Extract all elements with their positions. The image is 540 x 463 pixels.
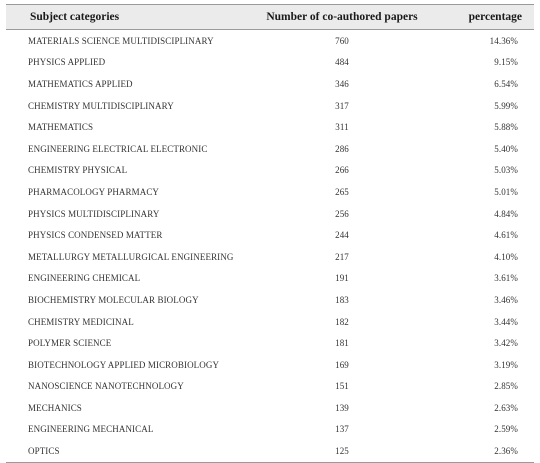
percentage-cell: 3.61% (494, 273, 518, 284)
subject-categories-table-container: Subject categories Number of co-authored… (6, 4, 534, 463)
count-cell: 139 (335, 402, 349, 413)
table-row: MATHEMATICS 311 5.88% (6, 116, 534, 138)
category-cell: MECHANICS (28, 402, 82, 413)
table-row: METALLURGY METALLURGICAL ENGINEERING 217… (6, 246, 534, 268)
subject-categories-table: Subject categories Number of co-authored… (6, 4, 534, 463)
table-row: CHEMISTRY MEDICINAL 182 3.44% (6, 311, 534, 333)
count-cell: 265 (335, 186, 349, 197)
table-row: PHYSICS MULTIDISCIPLINARY 256 4.84% (6, 203, 534, 225)
category-cell: MATHEMATICS (28, 122, 94, 133)
category-cell: PHYSICS MULTIDISCIPLINARY (28, 208, 160, 219)
count-cell: 169 (335, 359, 349, 370)
category-cell: ENGINEERING MECHANICAL (28, 424, 154, 435)
count-cell: 182 (335, 316, 349, 327)
table-row: BIOTECHNOLOGY APPLIED MICROBIOLOGY 169 3… (6, 354, 534, 376)
count-cell: 181 (335, 338, 349, 349)
count-cell: 266 (335, 165, 349, 176)
category-cell: OPTICS (6, 440, 242, 463)
percentage-cell: 5.99% (494, 100, 518, 111)
table-row: MECHANICS 139 2.63% (6, 397, 534, 419)
category-cell: POLYMER SCIENCE (28, 338, 112, 349)
table-row: CHEMISTRY MULTIDISCIPLINARY 317 5.99% (6, 95, 534, 117)
count-cell: 137 (335, 424, 349, 435)
table-row: BIOCHEMISTRY MOLECULAR BIOLOGY 183 3.46% (6, 289, 534, 311)
table-body: MATERIALS SCIENCE MULTIDISCIPLINARY 760 … (6, 30, 534, 463)
table-row: POLYMER SCIENCE 181 3.42% (6, 332, 534, 354)
percentage-cell: 3.19% (494, 359, 518, 370)
percentage-cell: 3.42% (494, 338, 518, 349)
table-row: ENGINEERING CHEMICAL 191 3.61% (6, 268, 534, 290)
category-cell: NANOSCIENCE NANOTECHNOLOGY (28, 381, 184, 392)
count-cell: 125 (242, 440, 442, 463)
category-cell: MATERIALS SCIENCE MULTIDISCIPLINARY (28, 35, 214, 46)
count-cell: 244 (335, 230, 349, 241)
table-row: MATHEMATICS APPLIED 346 6.54% (6, 73, 534, 95)
count-cell: 183 (335, 294, 349, 305)
percentage-cell: 3.44% (494, 316, 518, 327)
percentage-cell: 5.88% (494, 122, 518, 133)
category-cell: CHEMISTRY MULTIDISCIPLINARY (28, 100, 174, 111)
percentage-cell: 2.59% (494, 424, 518, 435)
count-cell: 311 (335, 122, 349, 133)
count-cell: 760 (335, 35, 349, 46)
header-row: Subject categories Number of co-authored… (6, 4, 534, 30)
category-cell: PHYSICS APPLIED (28, 57, 106, 68)
percentage-cell: 4.84% (494, 208, 518, 219)
count-cell: 256 (335, 208, 349, 219)
category-cell: MATHEMATICS APPLIED (28, 78, 133, 89)
category-cell: PHYSICS CONDENSED MATTER (28, 230, 163, 241)
table-header: Subject categories Number of co-authored… (6, 4, 534, 30)
table-row: MATERIALS SCIENCE MULTIDISCIPLINARY 760 … (6, 30, 534, 52)
header-percentage: percentage (442, 4, 534, 30)
percentage-cell: 5.01% (494, 186, 518, 197)
percentage-cell: 2.85% (494, 381, 518, 392)
category-cell: PHARMACOLOGY PHARMACY (28, 186, 160, 197)
category-cell: ENGINEERING CHEMICAL (28, 273, 141, 284)
percentage-cell: 4.10% (494, 251, 518, 262)
count-cell: 484 (335, 57, 349, 68)
percentage-cell: 4.61% (494, 230, 518, 241)
table-row: PHARMACOLOGY PHARMACY 265 5.01% (6, 181, 534, 203)
count-cell: 217 (335, 251, 349, 262)
category-cell: BIOCHEMISTRY MOLECULAR BIOLOGY (28, 294, 199, 305)
category-cell: CHEMISTRY MEDICINAL (28, 316, 134, 327)
count-cell: 317 (335, 100, 349, 111)
percentage-cell: 14.36% (489, 35, 518, 46)
table-row: ENGINEERING MECHANICAL 137 2.59% (6, 419, 534, 441)
count-cell: 191 (335, 273, 349, 284)
category-cell: CHEMISTRY PHYSICAL (28, 165, 128, 176)
category-cell: ENGINEERING ELECTRICAL ELECTRONIC (28, 143, 208, 154)
count-cell: 346 (335, 78, 349, 89)
percentage-cell: 9.15% (494, 57, 518, 68)
table-row: PHYSICS APPLIED 484 9.15% (6, 52, 534, 74)
percentage-cell: 6.54% (494, 78, 518, 89)
table-row: NANOSCIENCE NANOTECHNOLOGY 151 2.85% (6, 376, 534, 398)
percentage-cell: 2.63% (494, 402, 518, 413)
percentage-cell: 5.40% (494, 143, 518, 154)
table-row: ENGINEERING ELECTRICAL ELECTRONIC 286 5.… (6, 138, 534, 160)
table-row: OPTICS 125 2.36% (6, 440, 534, 463)
count-cell: 286 (335, 143, 349, 154)
category-cell: METALLURGY METALLURGICAL ENGINEERING (28, 251, 234, 262)
table-row: CHEMISTRY PHYSICAL 266 5.03% (6, 160, 534, 182)
percentage-cell: 3.46% (494, 294, 518, 305)
category-cell: BIOTECHNOLOGY APPLIED MICROBIOLOGY (28, 359, 220, 370)
percentage-cell: 5.03% (494, 165, 518, 176)
table-row: PHYSICS CONDENSED MATTER 244 4.61% (6, 224, 534, 246)
percentage-cell: 2.36% (442, 440, 534, 463)
count-cell: 151 (335, 381, 349, 392)
header-subject-categories: Subject categories (6, 4, 242, 30)
header-paper-count: Number of co-authored papers (242, 4, 442, 30)
